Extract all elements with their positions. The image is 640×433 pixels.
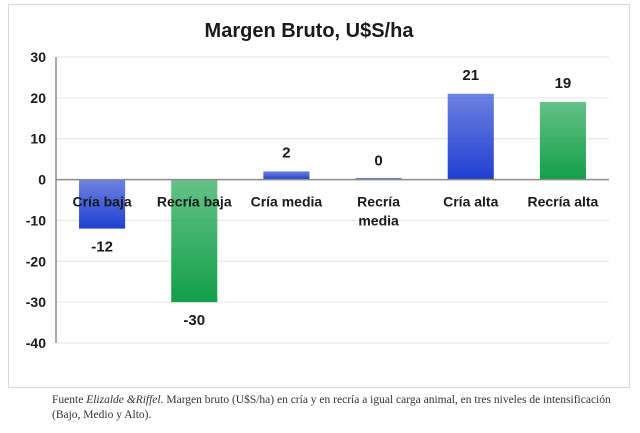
caption-authors: Elizalde &Riffel. [86, 394, 164, 406]
data-label: 2 [282, 144, 290, 161]
bar [447, 93, 494, 180]
y-tick-labels: 30 20 10 0 -10 -20 -30 -40 [26, 49, 46, 351]
chart-title: Margen Bruto, U$S/ha [205, 20, 415, 42]
category-label: Recría alta [528, 194, 599, 210]
y-tick-label: -20 [26, 253, 46, 269]
category-label: Recría media [357, 194, 400, 229]
data-label: 0 [374, 153, 382, 170]
figure-caption: Fuente Elizalde &Riffel. Margen bruto (U… [52, 393, 622, 423]
bar [263, 171, 310, 180]
bar [79, 179, 126, 229]
chart-frame: Margen Bruto, U$S/ha 30 20 10 0 -10 -20 -30 -40… [8, 4, 630, 388]
caption-text: Margen bruto (U$S/ha) en cría y en recrí… [52, 394, 611, 421]
data-label: -12 [91, 239, 113, 256]
axes [55, 57, 609, 343]
category-label: Recría baja [157, 194, 232, 210]
y-tick-label: 10 [30, 131, 46, 147]
category-label: Cría media [251, 194, 323, 210]
category-label: Cría alta [443, 194, 498, 210]
y-tick-label: 20 [30, 90, 46, 106]
y-tick-label: -10 [26, 212, 46, 228]
y-tick-label: 30 [30, 49, 46, 65]
caption-prefix: Fuente [52, 394, 87, 406]
bar [171, 179, 218, 303]
gridlines [56, 56, 609, 344]
bars [79, 93, 586, 303]
data-label: 21 [462, 67, 479, 84]
category-label: Cría baja [73, 194, 132, 210]
y-tick-label: -30 [26, 294, 46, 310]
data-label: -30 [183, 312, 205, 329]
data-label: 19 [555, 75, 572, 92]
data-labels: -12 -30 2 0 21 19 [91, 67, 571, 329]
bar-chart: Margen Bruto, U$S/ha 3020100-10-20-30-40… [26, 20, 609, 351]
bar [539, 101, 586, 180]
category-labels: Cría baja Recría baja Cría media Recría medi… [73, 194, 599, 229]
y-tick-label: -40 [26, 335, 46, 351]
y-tick-label: 0 [38, 172, 46, 188]
